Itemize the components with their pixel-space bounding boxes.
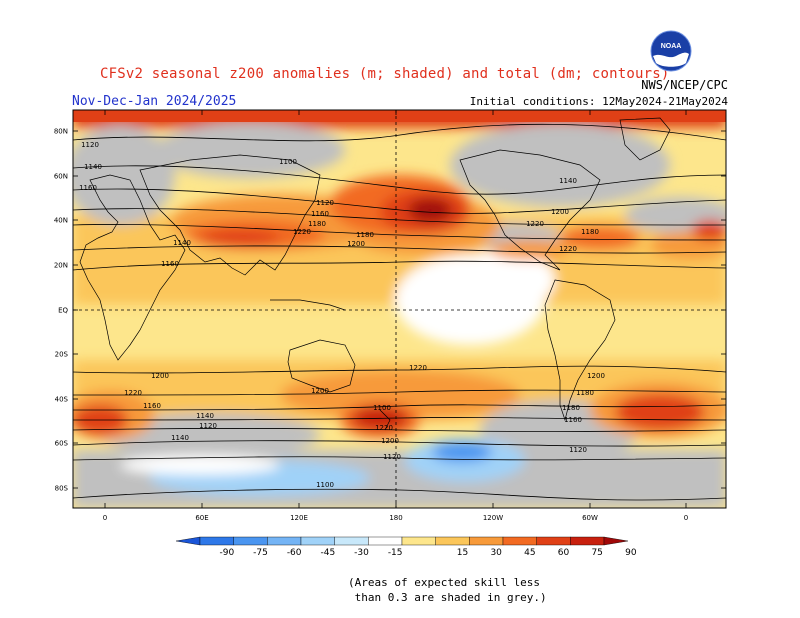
noaa-logo-icon: NOAA [650,30,692,72]
colorbar-left-arrow [175,536,201,546]
contour-label: 1180 [308,220,326,228]
colorbar-label: -15 [388,548,403,558]
lat-tick-label: 60N [54,173,68,181]
lon-tick-label: 60E [195,514,208,522]
chart-title: CFSv2 seasonal z200 anomalies (m; shaded… [100,66,670,82]
lon-tick-label: 0 [684,514,688,522]
contour-label: 1220 [409,364,427,372]
contour-label: 1160 [161,260,179,268]
contour-label: 1180 [581,228,599,236]
colorbar-swatch [300,536,335,546]
agency-label: NWS/NCEP/CPC [641,78,728,92]
map-frame [72,109,727,509]
contour-label: 1120 [316,199,334,207]
contour-label: 1160 [564,416,582,424]
reference-grid [73,110,726,508]
colorbar-swatch [536,536,571,546]
svg-text:NOAA: NOAA [661,43,682,50]
contour-label: 1140 [84,163,102,171]
lon-tick-label: 180 [389,514,402,522]
contour-label: 1120 [569,446,587,454]
colorbar-label: 15 [457,548,468,558]
latitude-axis: 80N 60N 40N 20N EQ 20S 40S 60S 80S [54,128,726,493]
lat-tick-label: 40N [54,217,68,225]
lat-tick-label: 60S [55,440,69,448]
contour-label: 1140 [171,434,189,442]
contour-label: 1200 [311,387,329,395]
lat-tick-label: 20N [54,262,68,270]
colorbar-label: -90 [219,548,234,558]
contour-label: 1200 [347,240,365,248]
lon-tick-label: 120W [483,514,503,522]
shaded-field [73,110,726,508]
forecast-period: Nov-Dec-Jan 2024/2025 [72,94,237,109]
contour-label: 1120 [383,453,401,461]
initial-conditions: Initial conditions: 12May2024-21May2024 [469,95,728,108]
colorbar-label: 60 [558,548,570,558]
colorbar-label: -45 [320,548,335,558]
contour-label: 1200 [551,208,569,216]
contour-label: 1180 [356,231,374,239]
contour-label: 1200 [587,372,605,380]
contour-label: 1220 [124,389,142,397]
lat-tick-label: 80S [55,485,69,493]
colorbar-swatch [368,536,403,546]
contour-label: 1140 [559,177,577,185]
colorbar-label: -30 [354,548,369,558]
colorbar-swatch [502,536,537,546]
colorbar-label: 45 [524,548,535,558]
contour-labels: 1120114011601100112011401160118012001220… [79,141,605,489]
colorbar: -90 -75 -60 -45 -30 -15 15 30 45 60 75 90 [175,536,637,558]
colorbar-swatch [267,536,302,546]
contour-label: 1200 [151,372,169,380]
colorbar-swatch [570,536,605,546]
contour-label: 1100 [316,481,334,489]
coastlines [79,117,671,431]
contour-label: 1140 [173,239,191,247]
colorbar-label: 75 [591,548,602,558]
contour-label: 1200 [381,437,399,445]
contour-label: 1140 [196,412,214,420]
lon-tick-label: 60W [582,514,598,522]
contour-label: 1120 [81,141,99,149]
contour-label: 1220 [559,245,577,253]
lat-tick-label: EQ [58,307,68,315]
skill-note: (Areas of expected skill less than 0.3 a… [348,576,547,604]
contour-label: 1220 [526,220,544,228]
colorbar-swatch [334,536,369,546]
contour-label: 1160 [311,210,329,218]
colorbar-label: -75 [253,548,268,558]
lat-tick-label: 20S [55,351,69,359]
colorbar-swatch [199,536,234,546]
lon-tick-label: 0 [103,514,107,522]
lat-tick-label: 80N [54,128,68,136]
contour-label: 1160 [143,402,161,410]
contour-label: 1220 [293,228,311,236]
contour-label: 1180 [562,404,580,412]
contour-label: 1180 [576,389,594,397]
lon-tick-label: 120E [290,514,308,522]
height-contours [73,123,726,501]
colorbar-label: 30 [490,548,502,558]
colorbar-swatch [469,536,504,546]
colorbar-swatch [435,536,470,546]
colorbar-swatch [233,536,268,546]
lat-tick-label: 40S [55,396,69,404]
colorbar-label: 90 [625,548,637,558]
contour-label: 1120 [199,422,217,430]
colorbar-swatch [401,536,436,546]
longitude-axis: 0 60E 120E 180 120W 60W 0 [103,110,688,522]
contour-label: 1100 [279,158,297,166]
colorbar-right-arrow [603,536,629,546]
contour-label: 1100 [373,404,391,412]
contour-label: 1220 [375,424,393,432]
colorbar-label: -60 [287,548,302,558]
contour-label: 1160 [79,184,97,192]
